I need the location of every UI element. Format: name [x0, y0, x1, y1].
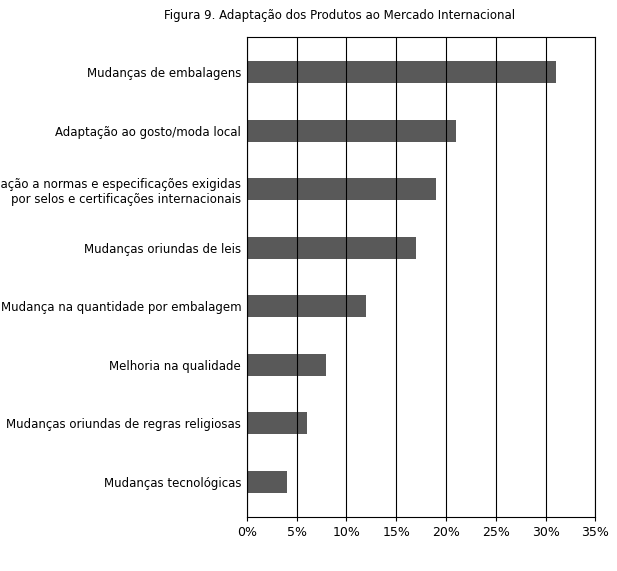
Bar [247, 61, 555, 83]
Bar [247, 295, 366, 317]
Text: Figura 9. Adaptação dos Produtos ao Mercado Internacional: Figura 9. Adaptação dos Produtos ao Merc… [164, 9, 515, 22]
Bar [247, 471, 287, 493]
Bar [247, 119, 456, 142]
Bar [247, 412, 307, 435]
Bar [247, 353, 326, 376]
Bar [247, 178, 436, 200]
Bar [247, 236, 416, 259]
